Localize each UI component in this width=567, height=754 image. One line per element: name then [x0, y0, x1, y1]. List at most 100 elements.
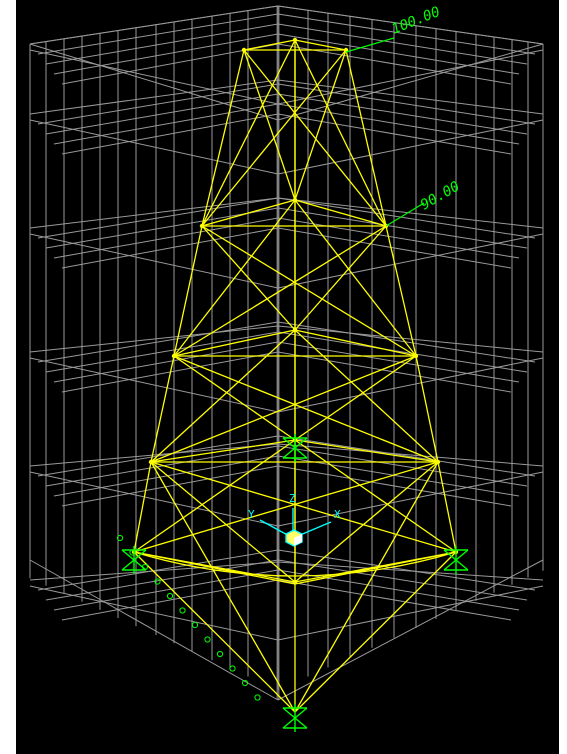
tower-base-member	[133, 551, 296, 713]
grid-level-line	[277, 585, 544, 641]
tower-ring-member	[243, 39, 296, 51]
tower-brace	[201, 39, 296, 227]
grid-level-line	[29, 119, 279, 175]
grid-cell-line	[277, 83, 536, 125]
grid-level-line	[277, 197, 544, 229]
elevation-leader-upper	[385, 202, 425, 227]
grid-level-line	[277, 119, 544, 175]
tower-base-ring	[133, 551, 457, 577]
tower-brace	[294, 461, 439, 583]
grid-cell-line	[277, 113, 512, 155]
tower-frame	[133, 39, 457, 713]
grid-bubble	[254, 694, 261, 701]
grid-bottom-edge	[29, 559, 279, 701]
grid-cell-line	[277, 579, 512, 621]
grid-cell-line	[45, 331, 279, 373]
axis-x-label: X	[334, 508, 341, 521]
tower-brace	[173, 355, 439, 463]
grid-bubbles	[116, 534, 261, 701]
grid-cell-line	[277, 351, 512, 393]
tower-brace	[150, 461, 296, 583]
grid-cell-line	[277, 465, 512, 507]
tower-brace	[243, 49, 387, 227]
grid-cell-line	[61, 227, 279, 269]
grid-level-line	[277, 5, 544, 45]
grid-cell-line	[277, 569, 520, 611]
grid-bottom-edge	[277, 559, 544, 701]
grid-cell-line	[277, 455, 520, 497]
joint-marker	[292, 579, 298, 585]
tower-base-member	[133, 551, 296, 585]
grid-bubble	[129, 549, 136, 556]
tower-ring-member	[173, 329, 296, 357]
tower-ring-member	[294, 329, 417, 357]
grid-cell-line	[53, 103, 279, 145]
grid-cell-line	[277, 341, 520, 383]
grid-bubble	[116, 534, 124, 542]
joint-marker	[292, 327, 298, 333]
grid-cell-line	[45, 207, 279, 249]
grid-cell-line	[53, 217, 279, 259]
grid-level-line	[29, 585, 279, 641]
grid-bubble	[166, 592, 174, 600]
model-viewport[interactable]: 100.00 90.00 Z X Y	[16, 0, 559, 754]
tower-brace	[150, 329, 296, 463]
tower-leg	[201, 49, 245, 227]
tower-brace	[133, 461, 439, 553]
grid-bubble	[229, 665, 236, 672]
grid-cell-line	[277, 331, 528, 373]
tower-ring-member	[294, 439, 439, 463]
grid-bubble	[141, 563, 149, 571]
grid-level-line	[277, 79, 544, 115]
joint-marker	[148, 459, 154, 465]
joint-marker	[199, 223, 205, 229]
grid-cell-line	[45, 23, 279, 65]
grid-cell-line	[37, 13, 279, 55]
grid-level-line	[277, 325, 544, 353]
grid-cell-line	[53, 33, 279, 75]
grid-bubble	[154, 578, 161, 585]
structure-3d-view[interactable]: 100.00 90.00 Z X Y	[16, 0, 559, 754]
grid-cell-line	[37, 197, 279, 239]
tower-brace	[294, 49, 347, 201]
grid-bubble	[179, 607, 186, 614]
joint-marker	[435, 459, 441, 465]
tower-brace	[201, 49, 347, 227]
grid-bubble	[204, 636, 211, 643]
joint-marker	[413, 353, 419, 359]
grid-cell-line	[37, 549, 279, 591]
grid-level-line	[29, 233, 279, 289]
tower-leg	[385, 225, 417, 357]
axis-origin-cube-face	[294, 534, 302, 546]
grid-level-line	[29, 357, 279, 413]
grid-bubble	[191, 621, 199, 629]
grid-cell-line	[45, 93, 279, 135]
grid-cell-line	[277, 549, 536, 591]
tower-leg	[150, 355, 175, 463]
joint-marker	[241, 47, 247, 53]
elevation-leader-top	[345, 37, 395, 53]
axis-z-label: Z	[289, 492, 296, 505]
tower-brace	[173, 199, 296, 357]
grid-level-line	[277, 357, 544, 413]
joint-marker	[292, 37, 298, 43]
grid-cell-line	[37, 321, 279, 363]
grid-cell-line	[61, 465, 279, 507]
grid-cell-line	[277, 559, 528, 601]
grid-cell-line	[277, 217, 520, 259]
grid-cell-line	[277, 103, 520, 145]
grid-cell-line	[53, 341, 279, 383]
grid-cell-line	[277, 197, 536, 239]
tower-brace	[150, 355, 417, 463]
tower-leg	[133, 461, 152, 553]
grid-cell-line	[37, 83, 279, 125]
grid-cell-line	[277, 207, 528, 249]
grid-level-line	[29, 325, 279, 353]
grid-cell-line	[277, 435, 536, 477]
grid-level-line	[277, 233, 544, 289]
tower-leg	[437, 461, 457, 553]
grid-cell-line	[61, 579, 279, 621]
grid-level-line	[29, 5, 279, 45]
tower-brace	[294, 329, 439, 463]
tower-ring-member	[201, 199, 296, 227]
